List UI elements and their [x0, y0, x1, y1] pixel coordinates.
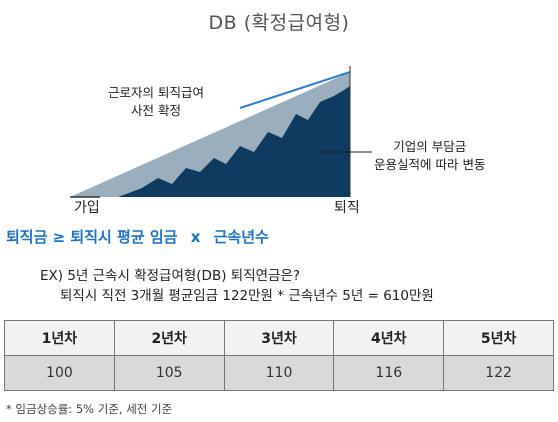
join-label: 가입	[74, 200, 100, 216]
table-header-cell: 3년차	[223, 320, 335, 356]
formula-left: 퇴직금 ≥ 퇴직시 평균 임금	[6, 228, 178, 246]
benefit-label-line1: 근로자의 퇴직급여	[108, 85, 204, 100]
benefit-label-line2: 사전 확정	[131, 103, 181, 118]
table-cell: 110	[223, 355, 335, 391]
table-cell: 122	[443, 355, 554, 391]
table-row: 100 105 110 116 122	[4, 355, 554, 391]
table-cell: 105	[113, 355, 225, 391]
table-header-cell: 1년차	[4, 320, 115, 356]
table-header-cell: 2년차	[113, 320, 225, 356]
yearly-wage-table: 1년차 2년차 3년차 4년차 5년차 100 105 110 116 122	[4, 320, 554, 391]
table-cell: 116	[333, 355, 445, 391]
formula-operator: x	[190, 228, 201, 246]
table-header-row: 1년차 2년차 3년차 4년차 5년차	[4, 320, 554, 356]
table-cell: 100	[4, 355, 115, 391]
benefit-line	[239, 71, 351, 109]
page-title: DB (확정급여형)	[208, 12, 350, 34]
retire-label: 퇴직	[334, 200, 360, 216]
formula: 퇴직금 ≥ 퇴직시 평균 임금 x 근속년수	[6, 226, 269, 247]
table-header-cell: 5년차	[443, 320, 554, 356]
formula-right: 근속년수	[213, 228, 269, 246]
footnote: * 임금상승률: 5% 기준, 세전 기준	[6, 402, 173, 416]
employer-label-line1: 기업의 부담금	[393, 139, 467, 154]
example-line1: EX) 5년 근속시 확정급여형(DB) 퇴직연금은?	[40, 268, 301, 284]
employer-contribution-area	[118, 86, 350, 197]
db-diagram	[70, 66, 372, 198]
employer-label-line2: 운용실적에 따라 변동	[374, 157, 486, 172]
employer-label: 기업의 부담금 운용실적에 따라 변동	[374, 138, 485, 174]
example-line2: 퇴직시 직전 3개월 평균임금 122만원 * 근속년수 5년 = 610만원	[60, 288, 434, 304]
table-header-cell: 4년차	[333, 320, 445, 356]
benefit-label: 근로자의 퇴직급여 사전 확정	[108, 84, 204, 120]
example: EX) 5년 근속시 확정급여형(DB) 퇴직연금은? 퇴직시 직전 3개월 평…	[40, 266, 434, 306]
